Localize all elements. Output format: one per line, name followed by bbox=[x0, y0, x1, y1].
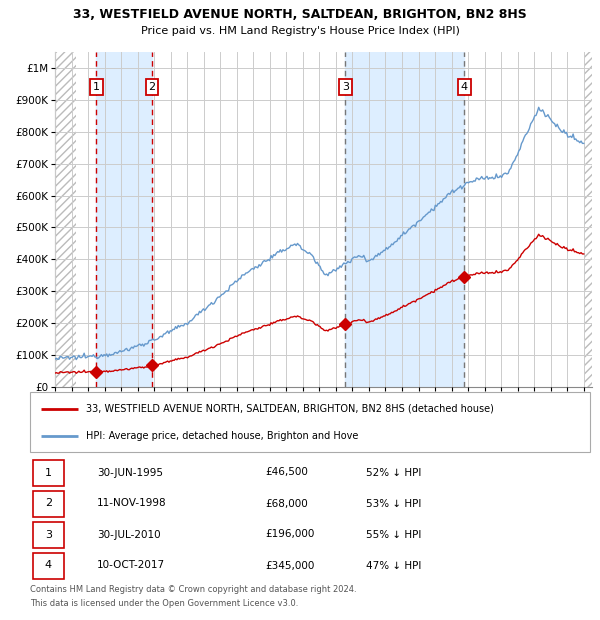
Text: 4: 4 bbox=[461, 82, 468, 92]
FancyBboxPatch shape bbox=[33, 553, 64, 578]
Text: HPI: Average price, detached house, Brighton and Hove: HPI: Average price, detached house, Brig… bbox=[86, 432, 358, 441]
Text: Price paid vs. HM Land Registry's House Price Index (HPI): Price paid vs. HM Land Registry's House … bbox=[140, 26, 460, 36]
Text: 30-JUN-1995: 30-JUN-1995 bbox=[97, 467, 163, 477]
Text: 10-OCT-2017: 10-OCT-2017 bbox=[97, 560, 166, 570]
Text: £46,500: £46,500 bbox=[265, 467, 308, 477]
Text: £345,000: £345,000 bbox=[265, 560, 314, 570]
FancyBboxPatch shape bbox=[33, 522, 64, 547]
Text: 1: 1 bbox=[45, 467, 52, 477]
Text: 30-JUL-2010: 30-JUL-2010 bbox=[97, 529, 161, 539]
Text: 52% ↓ HPI: 52% ↓ HPI bbox=[366, 467, 421, 477]
Text: £196,000: £196,000 bbox=[265, 529, 314, 539]
Text: 3: 3 bbox=[45, 529, 52, 539]
Bar bbox=[97, 52, 152, 387]
Text: 33, WESTFIELD AVENUE NORTH, SALTDEAN, BRIGHTON, BN2 8HS (detached house): 33, WESTFIELD AVENUE NORTH, SALTDEAN, BR… bbox=[86, 404, 494, 414]
Text: £68,000: £68,000 bbox=[265, 498, 308, 508]
FancyBboxPatch shape bbox=[33, 460, 64, 485]
Text: 47% ↓ HPI: 47% ↓ HPI bbox=[366, 560, 421, 570]
Text: 53% ↓ HPI: 53% ↓ HPI bbox=[366, 498, 421, 508]
Text: Contains HM Land Registry data © Crown copyright and database right 2024.: Contains HM Land Registry data © Crown c… bbox=[30, 585, 356, 594]
FancyBboxPatch shape bbox=[30, 392, 590, 452]
Text: 3: 3 bbox=[342, 82, 349, 92]
Text: 4: 4 bbox=[44, 560, 52, 570]
Text: 55% ↓ HPI: 55% ↓ HPI bbox=[366, 529, 421, 539]
Text: 11-NOV-1998: 11-NOV-1998 bbox=[97, 498, 167, 508]
Text: 33, WESTFIELD AVENUE NORTH, SALTDEAN, BRIGHTON, BN2 8HS: 33, WESTFIELD AVENUE NORTH, SALTDEAN, BR… bbox=[73, 8, 527, 21]
Text: 2: 2 bbox=[44, 498, 52, 508]
Text: This data is licensed under the Open Government Licence v3.0.: This data is licensed under the Open Gov… bbox=[30, 599, 298, 608]
Text: 1: 1 bbox=[93, 82, 100, 92]
Bar bbox=[346, 52, 464, 387]
Text: 2: 2 bbox=[148, 82, 155, 92]
FancyBboxPatch shape bbox=[33, 491, 64, 516]
